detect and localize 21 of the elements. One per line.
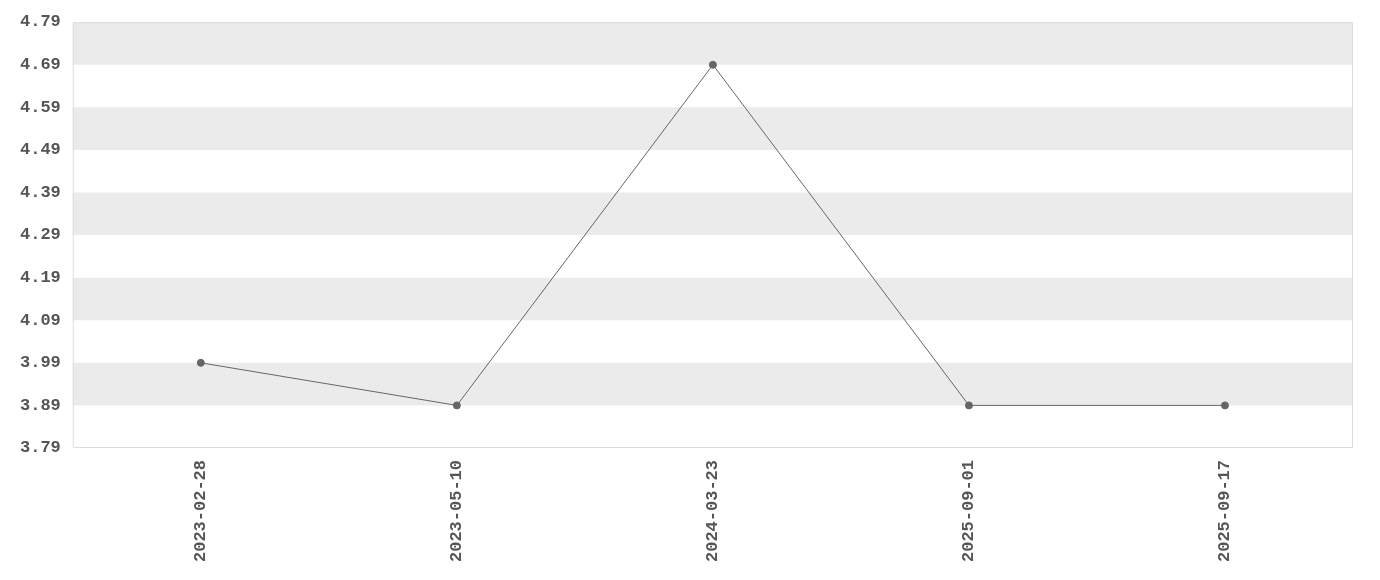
point (708, 60, 717, 69)
y-tick-label: 3.99 (19, 353, 61, 373)
y-tick-label: 3.79 (19, 438, 61, 458)
point (452, 401, 461, 410)
x-tick-label: 2023-02-28 (191, 459, 211, 563)
point (964, 401, 973, 410)
y-tick-label: 4.19 (19, 267, 61, 287)
x-tick-label: 2025-09-17 (1215, 459, 1235, 563)
y-tick-label: 4.09 (19, 310, 61, 330)
y-tick-label: 4.29 (19, 225, 61, 245)
x-tick-label: 2023-05-10 (447, 459, 467, 563)
point (196, 358, 205, 367)
y-tick-label: 4.59 (19, 97, 61, 117)
y-tick-label: 4.69 (19, 55, 61, 75)
point (1220, 401, 1229, 410)
y-tick-label: 4.49 (19, 140, 61, 160)
y-tick-label: 4.39 (19, 182, 61, 202)
y-tick-label: 3.89 (19, 395, 61, 415)
y-tick-label: 4.79 (19, 12, 61, 32)
x-tick-label: 2025-09-01 (959, 459, 979, 563)
x-tick-label: 2024-03-23 (703, 459, 723, 563)
